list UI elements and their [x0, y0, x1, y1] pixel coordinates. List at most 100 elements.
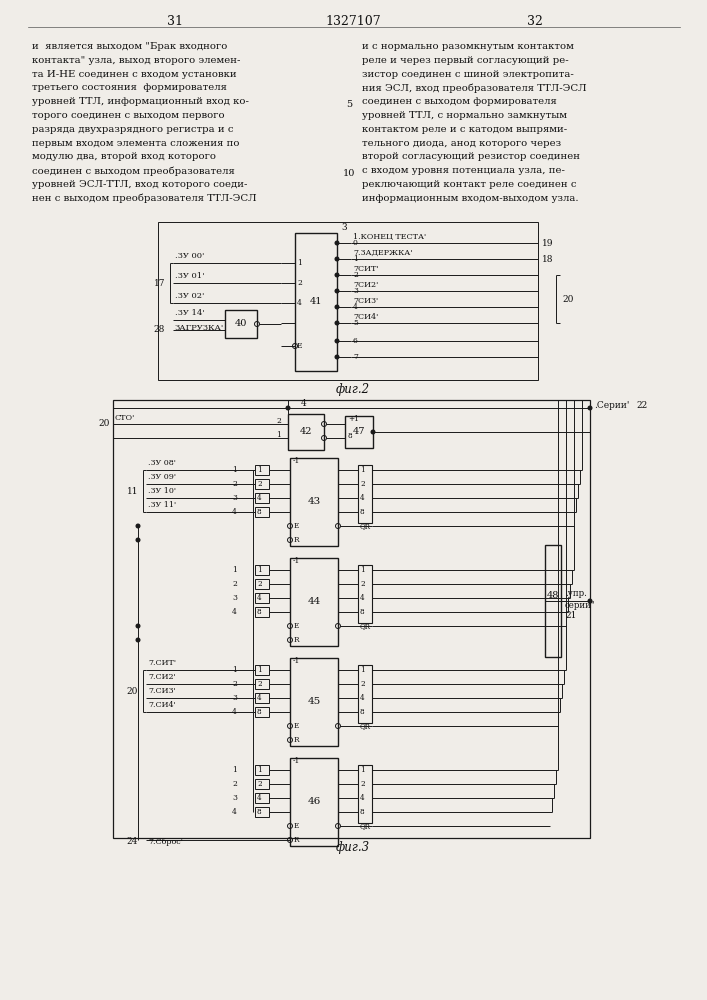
Text: уровней ТТЛ, с нормально замкнутым: уровней ТТЛ, с нормально замкнутым	[362, 111, 567, 120]
Text: R: R	[294, 636, 300, 644]
Bar	[255, 607, 269, 617]
Circle shape	[136, 524, 140, 528]
Text: E: E	[294, 622, 299, 630]
Bar	[290, 458, 338, 546]
Text: 18: 18	[542, 254, 554, 263]
Bar	[290, 558, 338, 646]
Text: торого соединен с выходом первого: торого соединен с выходом первого	[32, 111, 225, 120]
Bar	[255, 707, 269, 717]
Bar	[255, 493, 269, 503]
Text: реключающий контакт реле соединен с: реключающий контакт реле соединен с	[362, 180, 576, 189]
Bar	[255, 593, 269, 603]
Text: 7: 7	[353, 353, 358, 361]
Text: 8: 8	[360, 508, 365, 516]
Text: 1: 1	[232, 666, 237, 674]
Text: фиг.2: фиг.2	[336, 383, 370, 396]
Text: 1: 1	[232, 766, 237, 774]
Bar	[255, 679, 269, 689]
Text: 3: 3	[232, 494, 237, 502]
Text: .Серии': .Серии'	[594, 401, 629, 410]
Text: 1: 1	[360, 666, 365, 674]
Text: 2: 2	[360, 580, 365, 588]
Text: 17: 17	[153, 278, 165, 288]
Text: E: E	[294, 522, 299, 530]
Bar	[255, 579, 269, 589]
Text: 4: 4	[232, 708, 237, 716]
Circle shape	[335, 339, 339, 343]
Text: E: E	[297, 342, 303, 350]
Text: 8: 8	[360, 608, 365, 616]
Text: R: R	[294, 836, 300, 844]
Text: 4: 4	[257, 594, 262, 602]
Text: 4: 4	[232, 508, 237, 516]
Text: 8: 8	[257, 808, 262, 816]
Bar	[255, 665, 269, 675]
Bar	[255, 507, 269, 517]
Text: 4: 4	[232, 608, 237, 616]
Text: R: R	[294, 736, 300, 744]
Text: 2: 2	[360, 680, 365, 688]
Text: .ЗУ 02': .ЗУ 02'	[175, 292, 204, 300]
Text: 8: 8	[257, 708, 262, 716]
Text: 20: 20	[562, 294, 573, 304]
Text: 1: 1	[232, 566, 237, 574]
Bar	[255, 779, 269, 789]
Text: 8: 8	[348, 432, 353, 440]
Circle shape	[136, 638, 140, 642]
Text: 46: 46	[308, 798, 321, 806]
Text: .ЗУ 14': .ЗУ 14'	[175, 309, 205, 317]
Text: соединен с выходом преобразователя: соединен с выходом преобразователя	[32, 166, 235, 176]
Text: 7.СИТ': 7.СИТ'	[148, 659, 176, 667]
Bar	[358, 465, 372, 523]
Text: 2: 2	[360, 780, 365, 788]
Bar	[158, 222, 538, 380]
Text: 1: 1	[257, 466, 262, 474]
Text: 20: 20	[127, 686, 138, 696]
Bar	[113, 400, 590, 838]
Circle shape	[335, 305, 339, 309]
Text: 1: 1	[232, 466, 237, 474]
Text: 7.СИ4': 7.СИ4'	[148, 701, 176, 709]
Text: 8: 8	[360, 808, 365, 816]
Text: 44: 44	[308, 597, 321, 606]
Circle shape	[335, 257, 339, 261]
Bar	[295, 233, 337, 371]
Text: соединен с выходом формирователя: соединен с выходом формирователя	[362, 97, 556, 106]
Text: .ЗУ 11': .ЗУ 11'	[148, 501, 176, 509]
Text: 8: 8	[257, 608, 262, 616]
Text: и с нормально разомкнутым контактом: и с нормально разомкнутым контактом	[362, 42, 574, 51]
Text: 4: 4	[301, 398, 307, 408]
Text: 11: 11	[127, 487, 138, 495]
Bar	[288, 414, 324, 450]
Text: 22: 22	[636, 401, 647, 410]
Text: 7.СИ2': 7.СИ2'	[148, 673, 176, 681]
Text: 28: 28	[153, 326, 165, 334]
Text: 2: 2	[232, 580, 237, 588]
Text: QR: QR	[360, 722, 371, 730]
Text: 2: 2	[257, 480, 262, 488]
Bar	[290, 758, 338, 846]
Bar	[255, 565, 269, 575]
Text: 1: 1	[360, 466, 365, 474]
Text: 8: 8	[360, 708, 365, 716]
Bar	[225, 310, 257, 338]
Text: .ЗУ 00': .ЗУ 00'	[175, 252, 204, 260]
Text: контакта" узла, выход второго элемен-: контакта" узла, выход второго элемен-	[32, 56, 240, 65]
Text: информационным входом-выходом узла.: информационным входом-выходом узла.	[362, 194, 578, 203]
Text: -1: -1	[293, 657, 300, 665]
Text: 0: 0	[353, 239, 358, 247]
Bar	[255, 465, 269, 475]
Text: .ЗУ 01': .ЗУ 01'	[175, 272, 204, 280]
Text: 2: 2	[257, 680, 262, 688]
Text: .ЗУ 08': .ЗУ 08'	[148, 459, 176, 467]
Circle shape	[371, 430, 375, 434]
Text: 20: 20	[98, 420, 110, 428]
Text: 7СИЗ': 7СИЗ'	[353, 297, 378, 305]
Text: -1: -1	[293, 557, 300, 565]
Circle shape	[136, 624, 140, 628]
Text: 4: 4	[232, 808, 237, 816]
Text: 2: 2	[257, 580, 262, 588]
Text: 2: 2	[257, 780, 262, 788]
Text: 7.Сброс': 7.Сброс'	[148, 838, 183, 846]
Text: 24: 24	[127, 838, 138, 846]
